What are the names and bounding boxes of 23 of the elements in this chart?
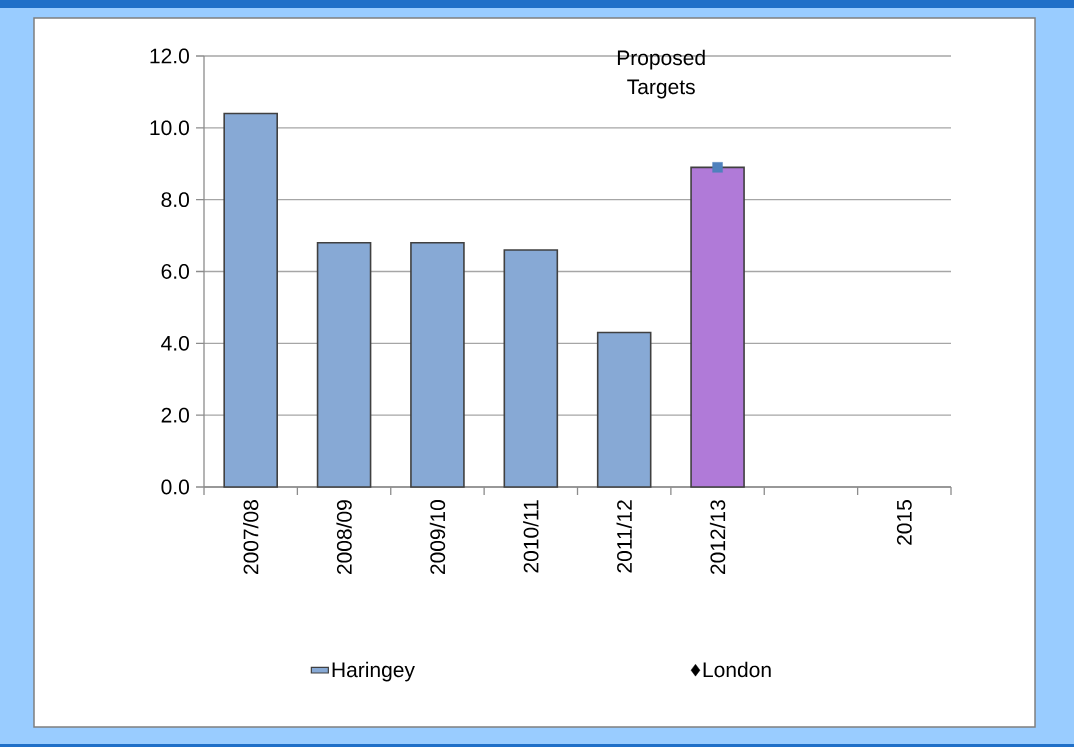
x-tick-label: 2012/13 — [709, 500, 726, 575]
y-tick-label: 4.0 — [161, 335, 189, 351]
x-tick-label: 2015 — [896, 500, 912, 545]
x-tick-label: 2010/11 — [523, 500, 539, 573]
y-tick-label: 10.0 — [150, 120, 189, 136]
bar — [316, 241, 372, 488]
legend-label: Haringey — [332, 661, 415, 682]
y-tick-label: 6.0 — [161, 264, 189, 279]
annotation: Proposed Targets — [617, 49, 705, 99]
bar — [596, 331, 652, 488]
bar — [503, 249, 559, 488]
bar — [410, 241, 465, 488]
x-tick-label: 2008/09 — [336, 500, 352, 575]
y-tick-label: 0.0 — [161, 479, 189, 495]
y-tick-label: 8.0 — [161, 192, 189, 208]
x-tick-label: 2011/12 — [616, 500, 632, 573]
bar — [690, 166, 745, 488]
x-tick-label: 2009/10 — [429, 500, 446, 575]
bar — [223, 112, 278, 488]
y-tick-label: 2.0 — [161, 407, 189, 423]
y-tick-label: 12.0 — [150, 48, 189, 64]
legend-label: London — [703, 661, 771, 678]
x-tick-label: 2007/08 — [242, 500, 259, 575]
